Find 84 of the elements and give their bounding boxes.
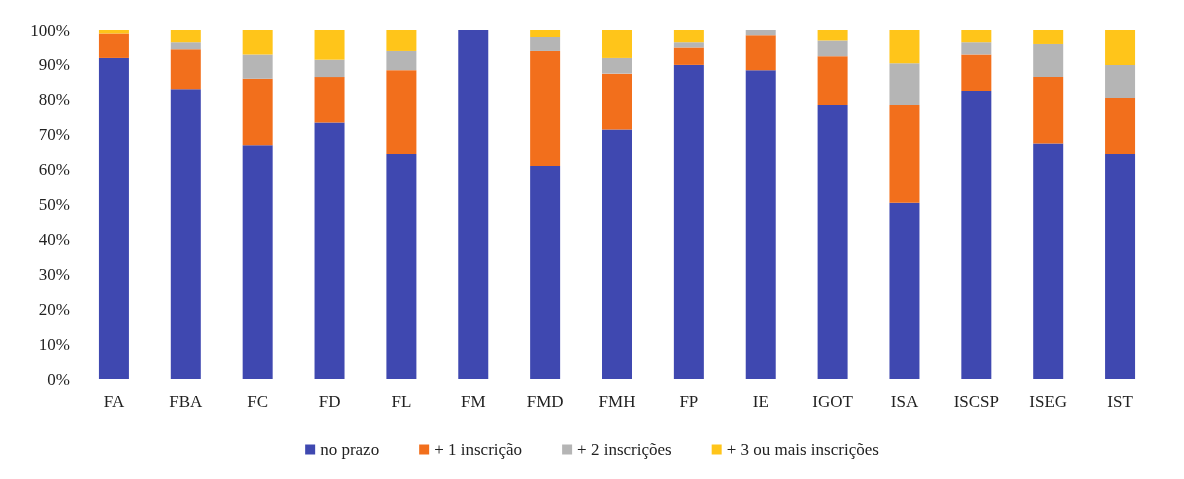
x-tick-label: FD: [318, 392, 341, 411]
y-tick-label: 80%: [38, 90, 70, 110]
bar: [98, 57, 129, 379]
bar: [386, 153, 417, 379]
bar: [673, 30, 704, 43]
bar: [170, 89, 201, 379]
bar: [170, 49, 201, 90]
y-tick-label: 50%: [38, 195, 70, 214]
bar: [745, 70, 776, 379]
bar: [314, 59, 345, 78]
bar: [314, 77, 345, 123]
y-tick-label: 100%: [30, 20, 70, 40]
bar: [530, 166, 561, 379]
bar: [170, 42, 201, 50]
legend-label: + 1 inscrição: [434, 440, 523, 459]
x-tick-label: IST: [1107, 392, 1134, 411]
y-tick-label: 0%: [47, 369, 70, 389]
bar: [1033, 77, 1064, 144]
bar: [673, 47, 704, 65]
y-tick-label: 70%: [38, 125, 70, 145]
bar: [889, 30, 920, 64]
x-tick-label: FP: [679, 392, 699, 411]
bar: [602, 129, 632, 379]
x-tick-label: FMH: [598, 392, 636, 411]
bar: [602, 30, 632, 58]
y-tick-label: 60%: [38, 160, 70, 180]
bar: [745, 35, 776, 71]
y-tick-label: 40%: [38, 229, 70, 249]
y-tick-label: 30%: [38, 264, 70, 284]
bar: [817, 30, 848, 41]
x-tick-label: FC: [247, 392, 269, 411]
bar: [961, 54, 992, 92]
x-tick-label: IE: [752, 392, 769, 411]
x-tick-label: FMD: [526, 392, 564, 411]
bar: [314, 30, 345, 60]
bar: [170, 30, 201, 43]
bar: [242, 30, 273, 55]
bar: [1033, 143, 1064, 379]
bar: [673, 64, 704, 379]
bar: [1105, 153, 1136, 379]
bar: [530, 36, 561, 51]
x-tick-label: FL: [391, 392, 412, 411]
bar: [817, 105, 848, 379]
bar: [386, 70, 417, 154]
bar: [530, 30, 561, 37]
x-tick-label: ISCSP: [953, 392, 1000, 411]
bar: [1033, 43, 1064, 78]
bar: [1105, 98, 1136, 154]
bar: [889, 63, 920, 106]
x-tick-label: FA: [103, 392, 125, 411]
bar: [242, 78, 273, 146]
y-tick-label: 90%: [38, 55, 70, 75]
bar: [530, 50, 561, 167]
bar: [673, 42, 704, 48]
x-tick-label: FBA: [169, 392, 204, 411]
x-tick-label: ISA: [890, 392, 919, 411]
bar: [458, 30, 489, 379]
bar: [242, 145, 273, 379]
bar: [1033, 30, 1064, 44]
legend-label: no prazo: [320, 440, 380, 459]
legend-label: + 3 ou mais inscrições: [726, 440, 879, 459]
bar: [817, 56, 848, 106]
bar: [386, 50, 417, 71]
bar: [817, 40, 848, 57]
y-tick-label: 10%: [38, 334, 70, 354]
bar: [602, 73, 632, 130]
bar: [889, 202, 920, 379]
bar: [961, 42, 992, 55]
bar: [314, 122, 345, 379]
bar: [745, 30, 776, 36]
x-tick-label: IGOT: [812, 392, 854, 411]
bar: [386, 30, 417, 51]
bar: [1105, 64, 1136, 99]
bar: [242, 54, 273, 79]
bar: [961, 91, 992, 379]
legend-label: + 2 inscrições: [577, 440, 672, 459]
x-tick-label: ISEG: [1029, 392, 1068, 411]
y-tick-label: 20%: [38, 299, 70, 319]
x-tick-label: FM: [460, 392, 486, 411]
bar: [1105, 30, 1136, 65]
bar: [602, 57, 632, 74]
bar: [889, 105, 920, 203]
bar: [961, 30, 992, 43]
bar: [98, 33, 129, 58]
